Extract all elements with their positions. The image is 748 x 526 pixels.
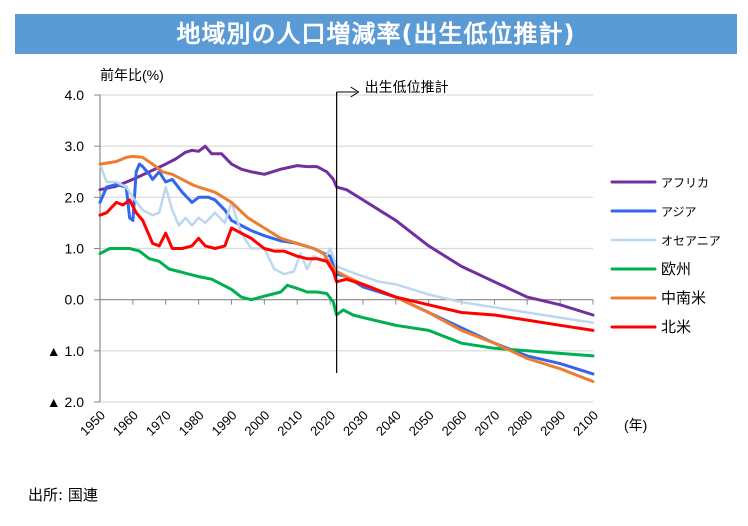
x-tick-label: 1970 bbox=[143, 408, 174, 439]
series-line-欧州 bbox=[98, 247, 595, 358]
legend-label: アフリカ bbox=[661, 176, 709, 190]
legend-label: 北米 bbox=[661, 319, 691, 336]
x-tick-label: 1960 bbox=[110, 408, 141, 439]
annotation-label: 出生低位推計 bbox=[365, 79, 449, 95]
series-line-オセアニア bbox=[98, 162, 595, 324]
annotation: 出生低位推計 bbox=[336, 79, 449, 373]
grid bbox=[100, 94, 593, 403]
x-tick-label: 2060 bbox=[439, 408, 470, 439]
x-tick-label: 2100 bbox=[570, 408, 601, 439]
y-tick-label: 1.0 bbox=[65, 241, 85, 257]
x-tick-label: 2000 bbox=[241, 408, 272, 439]
x-tick-label: 2070 bbox=[471, 408, 502, 439]
x-tick-label: 2010 bbox=[274, 408, 305, 439]
x-tick-label: 2090 bbox=[537, 408, 568, 439]
legend-label: アジア bbox=[661, 205, 697, 219]
y-tick-label: 4.0 bbox=[65, 87, 85, 103]
series-lines bbox=[98, 144, 595, 383]
x-tick-label: 2040 bbox=[373, 408, 404, 439]
annotation-arrow-head bbox=[350, 86, 360, 98]
legend-label: 中南米 bbox=[661, 290, 706, 307]
y-tick-label: 2.0 bbox=[65, 189, 85, 205]
chart-title: 地域別の人口増減率(出生低位推計) bbox=[15, 14, 737, 54]
x-tick-label: 1980 bbox=[176, 408, 207, 439]
legend-label: オセアニア bbox=[661, 234, 721, 248]
y-tick-label: 3.0 bbox=[65, 138, 85, 154]
series-line-中南米 bbox=[98, 154, 595, 383]
y-tick-label: ▲ 1.0 bbox=[47, 343, 84, 359]
y-axis-title: 前年比(%) bbox=[100, 67, 164, 83]
x-tick-label: 2050 bbox=[406, 408, 437, 439]
x-tick-label: 2020 bbox=[307, 408, 338, 439]
series-line-アフリカ bbox=[98, 144, 595, 317]
x-axis-title: (年) bbox=[624, 417, 647, 433]
y-tick-label: 0.0 bbox=[65, 292, 85, 308]
x-tick-label: 1950 bbox=[77, 408, 108, 439]
series-line-北米 bbox=[98, 198, 595, 332]
x-tick-label: 2080 bbox=[504, 408, 535, 439]
x-tick-label: 2030 bbox=[340, 408, 371, 439]
x-tick-label: 1990 bbox=[209, 408, 240, 439]
source-note: 出所: 国連 bbox=[28, 486, 98, 504]
legend-label: 欧州 bbox=[661, 261, 691, 278]
y-tick-label: ▲ 2.0 bbox=[47, 394, 84, 410]
